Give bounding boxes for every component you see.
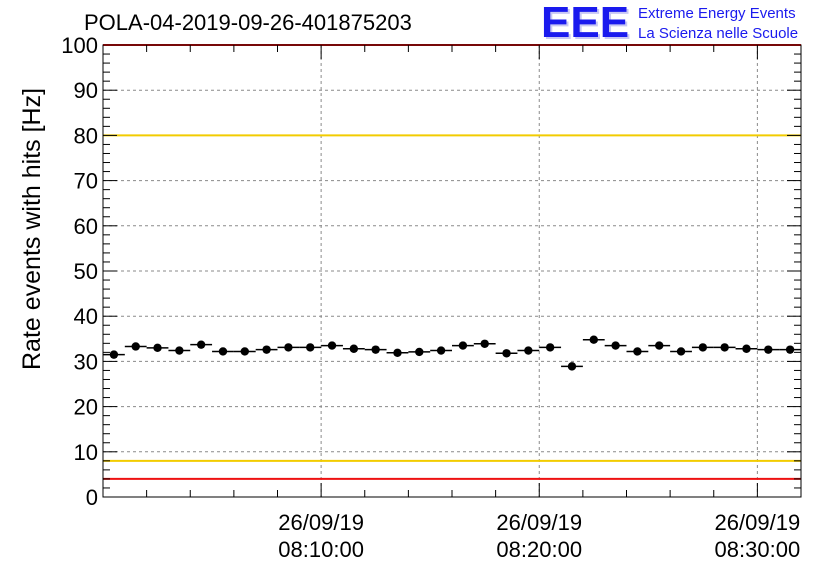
data-point [524, 346, 533, 355]
data-point [218, 347, 228, 356]
y-tick-label: 80 [74, 123, 98, 148]
data-point [436, 346, 446, 355]
data-point [720, 343, 729, 352]
y-tick-label: 0 [86, 485, 98, 510]
y-axis-label: Rate events with hits [Hz] [18, 87, 46, 370]
y-tick-label: 10 [74, 440, 98, 465]
y-tick-label: 40 [74, 304, 98, 329]
data-point [262, 345, 271, 354]
x-tick-date: 26/09/19 [715, 510, 801, 535]
data-point [371, 345, 380, 354]
data-point [742, 344, 751, 353]
eee-logo-letters: EEE [541, 2, 629, 44]
data-point [633, 347, 642, 356]
data-point [458, 341, 468, 350]
x-tick-time: 08:30:00 [715, 537, 801, 562]
data-point [153, 343, 162, 353]
eee-logo-line1: Extreme Energy Events [638, 5, 796, 22]
y-tick-label: 20 [74, 395, 98, 420]
eee-logo-line2: La Scienza nelle Scuole [638, 25, 799, 42]
data-point [415, 347, 424, 357]
data-point [306, 343, 315, 352]
data-point [676, 347, 686, 356]
data-point [196, 340, 206, 349]
data-point [764, 345, 773, 354]
x-tick-date: 26/09/19 [496, 510, 582, 535]
grid-lines [103, 45, 801, 497]
y-tick-label: 50 [74, 259, 98, 284]
data-point [393, 348, 402, 358]
data-point [109, 350, 119, 359]
eee-logo: EEE EEE [541, 2, 631, 44]
data-point [284, 343, 293, 352]
data-point [240, 347, 249, 356]
axes: 010203040506070809010026/09/1908:10:0026… [61, 33, 801, 562]
data-point [655, 341, 664, 350]
x-tick-time: 08:10:00 [278, 537, 364, 562]
y-tick-label: 100 [61, 33, 98, 58]
y-tick-label: 60 [74, 214, 98, 239]
data-point [502, 349, 511, 358]
y-tick-label: 30 [74, 349, 98, 374]
x-tick-date: 26/09/19 [278, 510, 364, 535]
data-point [567, 362, 577, 371]
data-point [785, 345, 795, 354]
y-tick-label: 90 [74, 78, 98, 103]
data-point [611, 341, 620, 350]
x-tick-time: 08:20:00 [496, 537, 582, 562]
data-point [131, 342, 140, 351]
data-point [480, 339, 489, 348]
data-point [545, 343, 555, 352]
data-point [589, 335, 598, 344]
data-point [327, 341, 337, 350]
eee-logo-caption: Extreme Energy Events La Scienza nelle S… [638, 4, 798, 44]
y-tick-label: 70 [74, 169, 98, 194]
chart-title: POLA-04-2019-09-26-401875203 [84, 10, 412, 35]
data-point [698, 343, 708, 352]
eee-logo-shadow: EEE [543, 2, 631, 44]
threshold-lines [103, 44, 801, 480]
data-point [349, 344, 359, 353]
data-points [103, 335, 801, 371]
data-point [175, 346, 184, 355]
